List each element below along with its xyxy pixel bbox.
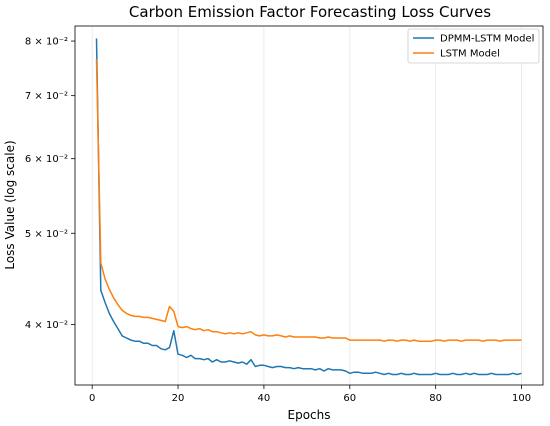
y-axis-label: Loss Value (log scale) [3, 140, 17, 269]
series-line-lstm [95, 59, 522, 342]
series-lines [95, 38, 522, 376]
x-tick-label: 80 [429, 393, 442, 404]
y-tick-label: 5 × 10⁻² [25, 229, 68, 240]
y-tick-label: 8 × 10⁻² [25, 37, 68, 48]
x-tick-label: 40 [258, 393, 271, 404]
legend-label-lstm: LSTM Model [440, 49, 500, 60]
grid [91, 26, 522, 385]
y-tick-label: 4 × 10⁻² [25, 320, 68, 331]
legend-label-dpmm-lstm: DPMM-LSTM Model [440, 34, 534, 45]
x-tick-label: 100 [512, 393, 531, 404]
y-axis: 4 × 10⁻² 5 × 10⁻² 6 × 10⁻² 7 × 10⁻² 8 × 10⁻² [25, 37, 75, 331]
x-tick-label: 60 [343, 393, 356, 404]
legend-box [407, 28, 540, 64]
x-axis-label: Epochs [288, 408, 331, 422]
y-tick-label: 6 × 10⁻² [25, 154, 68, 165]
series-line-dpmm-lstm [95, 38, 522, 376]
legend: DPMM-LSTM Model LSTM Model [407, 28, 540, 64]
plot-area-frame [74, 25, 544, 386]
x-tick-label: 20 [172, 393, 185, 404]
x-tick-label: 0 [89, 393, 95, 404]
x-axis: 0 20 40 60 80 100 [89, 385, 531, 404]
chart-title: Carbon Emission Factor Forecasting Loss … [129, 3, 491, 21]
y-tick-label: 7 × 10⁻² [25, 91, 68, 102]
